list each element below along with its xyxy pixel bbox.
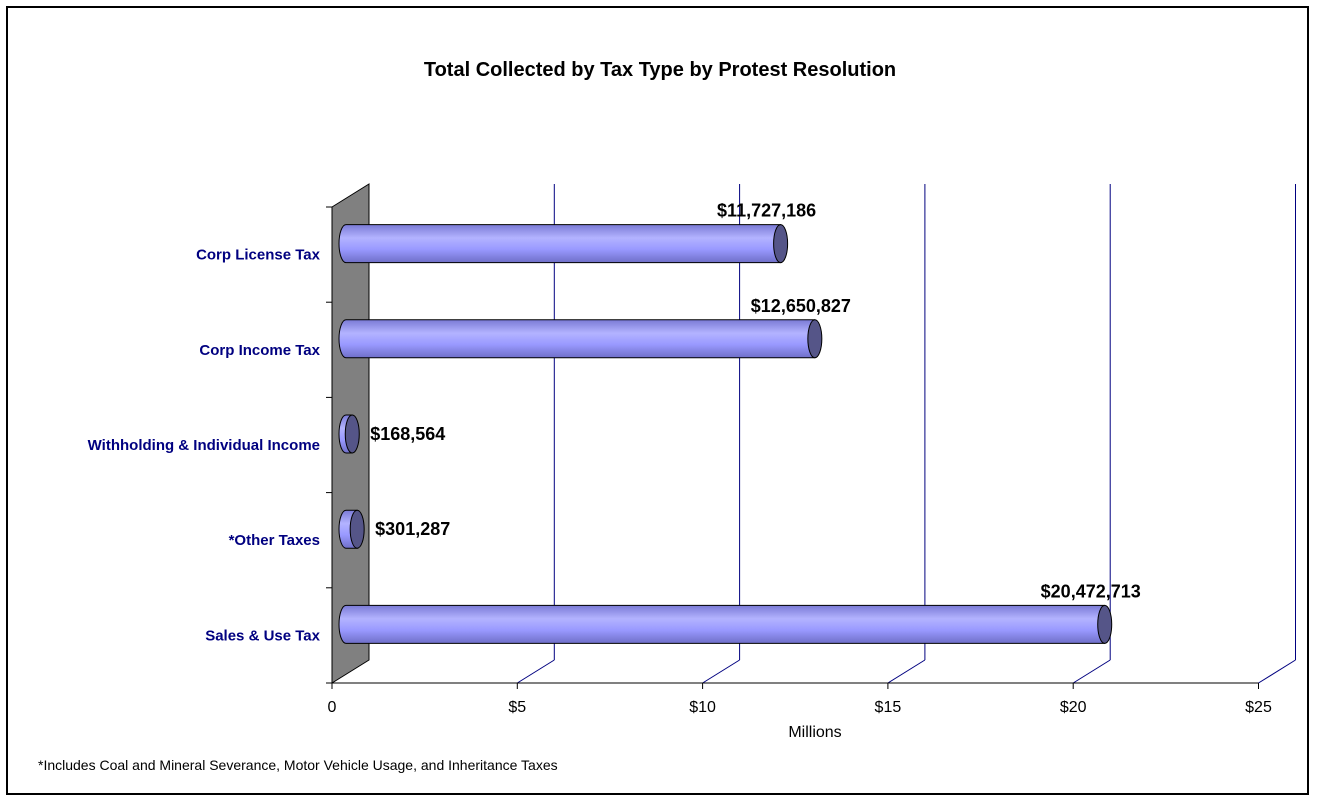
category-label-1: Corp Income Tax <box>199 342 320 359</box>
x-tick-label-5: $5 <box>508 699 526 716</box>
floor-line-20 <box>1072 659 1111 684</box>
category-label-4: Sales & Use Tax <box>205 627 320 644</box>
x-tick-labels: 0 $5 $10 $15 $20 $25 <box>328 699 1272 716</box>
bar-0 <box>338 224 789 264</box>
bars <box>338 224 1113 644</box>
x-tick-label-10: $10 <box>689 699 716 716</box>
bar-cap-3 <box>349 509 365 549</box>
axes <box>326 206 1259 689</box>
x-tick-label-25: $25 <box>1245 699 1272 716</box>
bar-cap-0 <box>773 224 789 264</box>
footnote: *Includes Coal and Mineral Severance, Mo… <box>38 757 558 773</box>
bar-body-1 <box>338 319 816 359</box>
floor-line-10 <box>702 659 740 684</box>
value-label-0: $11,727,186 <box>717 201 816 221</box>
bar-body-0 <box>338 224 782 264</box>
bar-cap-4 <box>1097 604 1113 644</box>
bar-cap-1 <box>807 319 823 359</box>
x-tick-label-20: $20 <box>1060 699 1087 716</box>
category-label-3: *Other Taxes <box>229 532 320 549</box>
floor-line-5 <box>517 659 555 684</box>
x-tick-label-15: $15 <box>875 699 902 716</box>
floor-line-25 <box>1258 659 1296 684</box>
chart-title: Total Collected by Tax Type by Protest R… <box>424 59 896 81</box>
category-label-0: Corp License Tax <box>196 247 321 264</box>
x-axis-title: Millions <box>788 724 841 741</box>
bar-body-4 <box>338 604 1106 644</box>
gridlines <box>517 184 1296 684</box>
bar-1 <box>338 319 823 359</box>
bar-cap-2 <box>344 414 360 454</box>
value-label-1: $12,650,827 <box>751 296 851 316</box>
bar-4 <box>338 604 1113 644</box>
category-label-2: Withholding & Individual Income <box>88 437 320 454</box>
bar-2 <box>338 414 360 454</box>
floor-line-15 <box>887 659 926 684</box>
value-label-3: $301,287 <box>375 519 450 539</box>
x-tick-label-0: 0 <box>328 699 337 716</box>
chart-frame <box>6 6 1309 795</box>
value-label-4: $20,472,713 <box>1041 581 1141 601</box>
value-labels: $11,727,186 $12,650,827 $168,564 $301,287 $2… <box>370 201 1141 602</box>
value-label-2: $168,564 <box>370 424 445 444</box>
bar-3 <box>338 509 365 549</box>
category-labels: Corp License Tax Corp Income Tax Withholdi… <box>88 247 321 645</box>
